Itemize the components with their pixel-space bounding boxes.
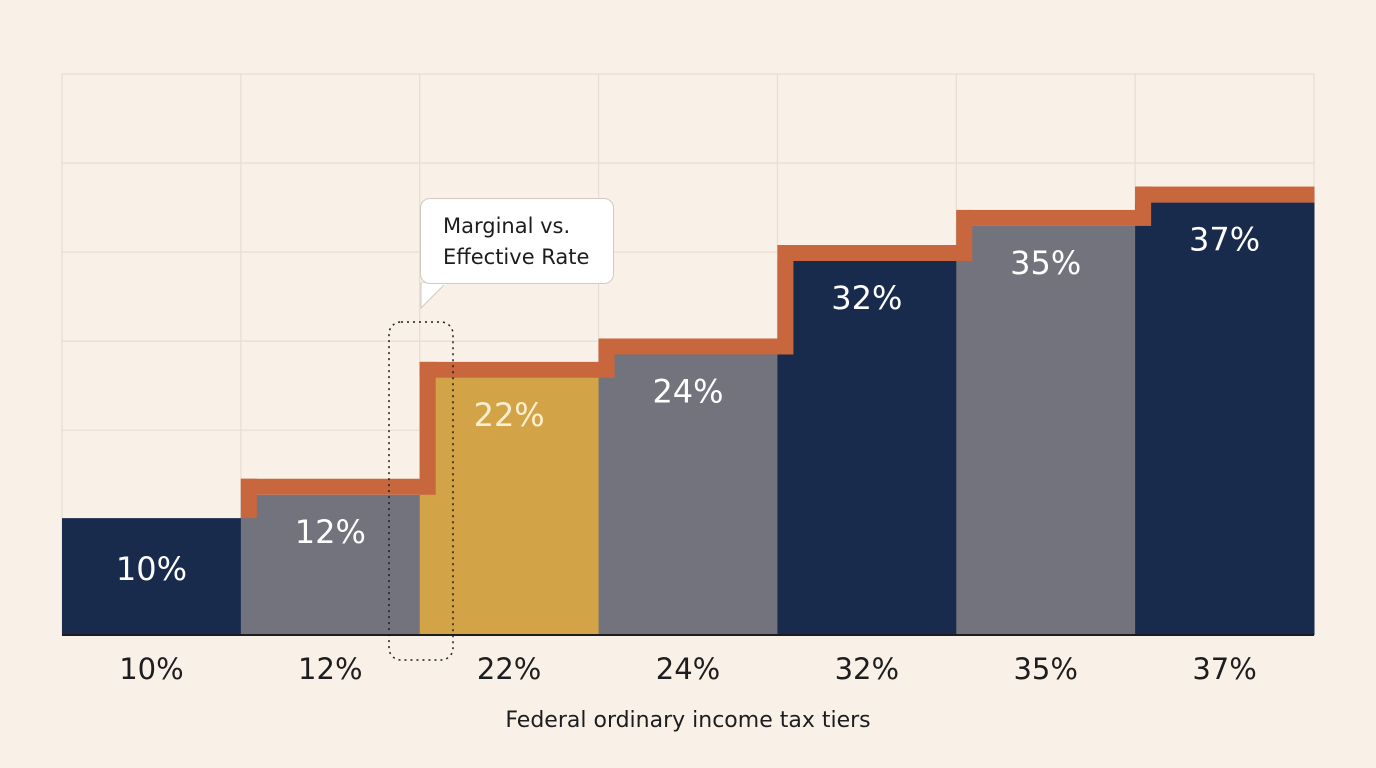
bar-label: 24% [652,373,723,411]
step-line [240,186,1315,519]
x-tick-label: 10% [119,652,183,686]
step-riser [956,209,973,261]
step-segment [1135,186,1315,203]
bar [1135,202,1315,635]
step-segment [240,478,421,495]
bar-label: 12% [295,513,366,551]
bar [956,225,1136,635]
step-riser [240,478,257,519]
step-segment [598,338,778,355]
bar-label: 37% [1189,221,1260,259]
bar-label: 22% [474,396,545,434]
x-tick-label: 35% [1013,652,1077,686]
bar [419,377,600,635]
step-riser [777,245,794,355]
step-riser [419,361,436,495]
bar-labels: 10% 12% 22% 24% 32% 35% 37% [116,221,1260,589]
x-tick-label: 24% [656,652,720,686]
step-segment [419,361,600,378]
bar [598,354,778,635]
callout-line-2: Effective Rate [443,245,590,269]
step-segment [956,209,1136,226]
x-tick-labels: 10% 12% 22% 24% 32% 35% 37% [62,634,1314,686]
bar [777,261,957,635]
x-axis-label: Federal ordinary income tax tiers [505,708,870,733]
step-segment [777,245,957,261]
callout-line-1: Marginal vs. [443,214,571,238]
bar-label: 32% [831,279,902,317]
bar-label: 10% [116,550,187,588]
x-tick-label: 22% [477,652,541,686]
x-tick-label: 12% [298,652,362,686]
bar-label: 35% [1010,244,1081,282]
step-riser [598,338,615,378]
x-tick-label: 37% [1192,652,1256,686]
callout-pointer [420,282,448,310]
callout-box: Marginal vs. Effective Rate [420,198,614,284]
bars [62,202,1315,635]
dotted-highlight-outline [388,321,454,661]
x-tick-label: 32% [835,652,899,686]
bar [240,494,421,635]
step-riser [1135,186,1152,226]
bar [62,518,242,635]
